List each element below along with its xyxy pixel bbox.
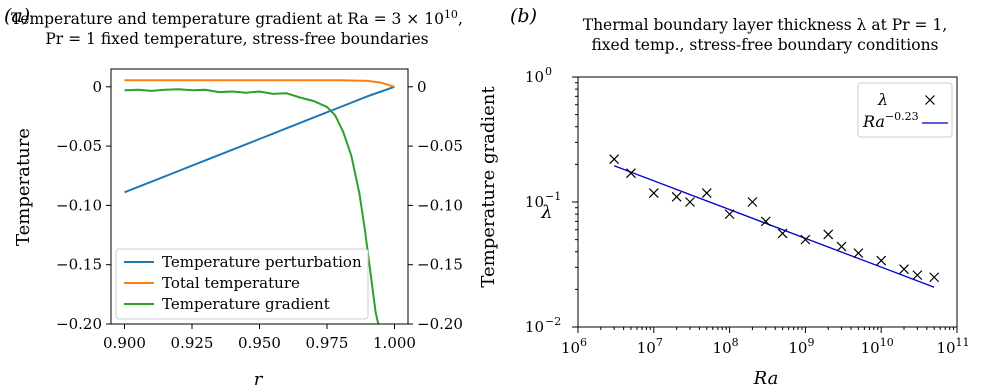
x-tick-label: 0.900 [103, 334, 146, 352]
panel-a-plot-area: 0.900 0.925 0.950 0.975 1.000 0 −0.05 −0.10 −0.1… [56, 68, 463, 352]
panel-b-title-line2: fixed temp., stress-free boundary condit… [591, 36, 938, 54]
legend-label: Temperature perturbation [162, 253, 362, 271]
data-point [929, 272, 940, 283]
panel-a: (a) Temperature and temperature gradient… [4, 5, 499, 389]
data-point [800, 234, 811, 245]
legend-label: λ [877, 90, 888, 109]
fit-line [613, 165, 935, 288]
data-point [747, 197, 758, 207]
data-point [671, 191, 682, 202]
x-tick-label: 0.925 [171, 334, 214, 352]
legend-box [115, 248, 369, 320]
legend-label: Ra−0.23 [862, 110, 919, 131]
panel-a-title-line1: Temperature and temperature gradient at … [11, 8, 463, 28]
legend-label: Temperature gradient [162, 295, 330, 313]
y-tick-label: 10 [525, 193, 544, 211]
y-tick-label: −0.15 [56, 256, 102, 274]
data-point [777, 228, 788, 239]
legend-label: Total temperature [162, 274, 300, 292]
data-point [685, 197, 695, 207]
y2-tick-label: −0.05 [417, 137, 463, 155]
panel-a-xlabel: r [254, 369, 264, 389]
x-tick-label: 1.000 [373, 334, 416, 352]
y-tick-label: 10 [525, 68, 544, 86]
y2-tick-label: −0.10 [417, 196, 463, 214]
data-point [724, 209, 735, 220]
panel-a-ylabel: Temperature [13, 128, 34, 246]
series-line-3 [124, 88, 380, 324]
x-tick-label: 107 [637, 336, 663, 357]
panel-a-y2label: Temperature gradient [478, 86, 499, 288]
y-tick-label: 10 [525, 318, 544, 336]
series-line-1 [124, 85, 395, 194]
x-tick-label: 106 [561, 336, 587, 357]
data-point [853, 248, 864, 259]
y2-tick-label: 0 [417, 78, 427, 96]
y-tick-label: −0.10 [56, 196, 102, 214]
x-tick-label: 0.975 [306, 334, 349, 352]
panel-b-ylabel: λ [540, 202, 552, 223]
data-point [836, 241, 847, 252]
panel-a-title-line2: Pr = 1 fixed temperature, stress-free bo… [45, 30, 428, 48]
legend: Temperature perturbation Total temperatur… [115, 248, 369, 320]
y-tick-label: 0 [92, 78, 102, 96]
data-point [648, 188, 659, 198]
x-tick-label: 1011 [936, 336, 969, 357]
data-point [899, 264, 909, 275]
data-point [626, 168, 636, 179]
y2-tick-label: −0.20 [417, 315, 463, 333]
panel-b-title-line1: Thermal boundary layer thickness λ at Pr… [583, 16, 948, 34]
data-point [760, 216, 771, 227]
data-point [912, 270, 923, 281]
data-point [823, 229, 834, 240]
y2-tick-label: −0.15 [417, 256, 463, 274]
panel-a-label: (a) [4, 5, 30, 27]
y-tick-exponent: −2 [545, 315, 561, 328]
x-tick-label: 0.950 [238, 334, 281, 352]
series-line-2 [124, 79, 395, 88]
y-tick-label: −0.05 [56, 137, 102, 155]
y-tick-exponent: 0 [545, 65, 552, 78]
legend-marker [925, 95, 935, 105]
data-point [876, 255, 887, 266]
y-tick-label: −0.20 [56, 315, 102, 333]
legend: λRa−0.23 [857, 82, 953, 138]
x-tick-label: 109 [788, 336, 814, 357]
data-point [609, 154, 620, 165]
panel-b-xlabel: Ra [753, 368, 779, 389]
panel-b: (b) Thermal boundary layer thickness λ a… [510, 5, 970, 389]
y-tick-exponent: −1 [545, 190, 561, 203]
x-tick-label: 1010 [861, 336, 894, 357]
data-point [701, 188, 712, 198]
x-tick-label: 108 [713, 336, 739, 357]
panel-b-label: (b) [510, 5, 537, 27]
